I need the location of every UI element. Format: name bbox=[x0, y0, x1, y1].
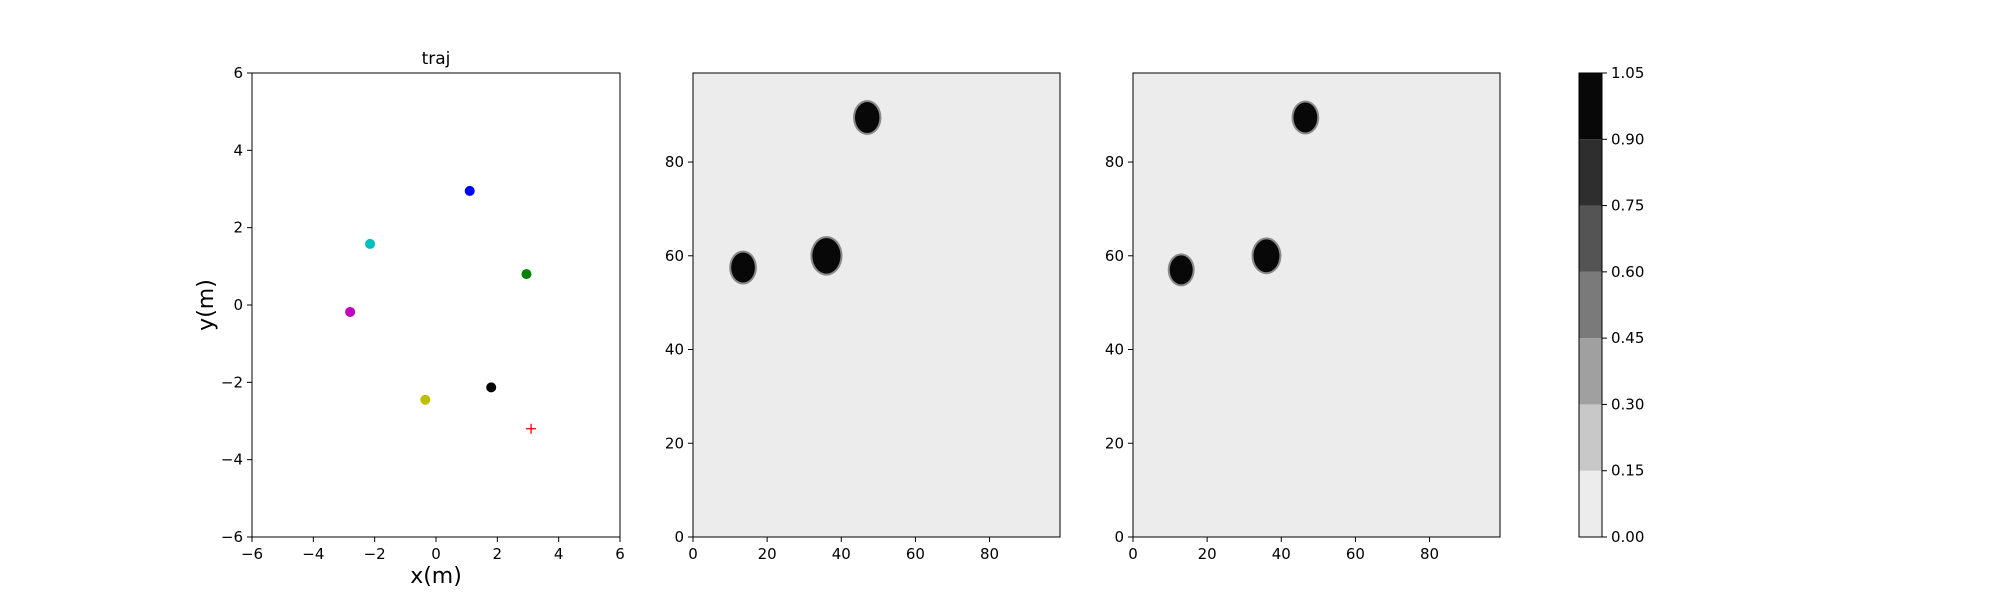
colorbar-band bbox=[1579, 139, 1602, 206]
heatmap-panel-2: 0 20 40 60 80 0 20 40 60 80 bbox=[1105, 72, 1501, 563]
colorbar-frame bbox=[1578, 72, 1603, 538]
x-tick-label: 40 bbox=[1272, 545, 1291, 563]
obstacle-blob bbox=[1167, 253, 1195, 287]
obstacle-blob bbox=[729, 250, 757, 285]
x-tick-label: 60 bbox=[1346, 545, 1365, 563]
y-tick-label: −4 bbox=[221, 451, 243, 469]
y-tick-label: 60 bbox=[665, 247, 684, 265]
traj-panel: traj −6 −4 −2 0 2 4 6 −6 −4 −2 0 2 4 6 x(m) y(m) bbox=[194, 49, 625, 589]
y-tick-label: 80 bbox=[665, 153, 684, 171]
colorbar-band bbox=[1579, 404, 1602, 471]
agent-point bbox=[365, 238, 376, 249]
x-tick-label: 4 bbox=[554, 545, 564, 563]
traj-title: traj bbox=[422, 49, 451, 69]
colorbar-tick-label: 0.45 bbox=[1611, 329, 1644, 347]
x-tick-label: 80 bbox=[1420, 545, 1439, 563]
heatmap-2-frame bbox=[1132, 72, 1501, 538]
x-tick-label: 0 bbox=[431, 545, 441, 563]
y-tick-label: 20 bbox=[665, 434, 684, 452]
colorbar-band bbox=[1579, 338, 1602, 405]
y-tick-label: 2 bbox=[233, 219, 243, 237]
agent-point bbox=[464, 185, 475, 196]
colorbar-tick-label: 0.15 bbox=[1611, 462, 1644, 480]
x-tick-label: 20 bbox=[758, 545, 777, 563]
colorbar-band bbox=[1579, 271, 1602, 339]
x-tick-label: 60 bbox=[906, 545, 925, 563]
traj-ylabel: y(m) bbox=[194, 279, 219, 331]
traj-y-ticks: −6 −4 −2 0 2 4 6 bbox=[221, 64, 252, 546]
heatmap-1-frame bbox=[692, 72, 1061, 538]
heatmap-2-x-ticks: 0 20 40 60 80 bbox=[1128, 537, 1439, 563]
colorbar-ticks: 0.00 0.15 0.30 0.45 0.60 0.75 0.90 1.05 bbox=[1602, 64, 1644, 546]
x-tick-label: 6 bbox=[615, 545, 625, 563]
heatmap-1-blobs bbox=[729, 100, 882, 285]
goal-marker bbox=[526, 423, 537, 434]
y-tick-label: 40 bbox=[1105, 341, 1124, 359]
x-tick-label: −4 bbox=[302, 545, 324, 563]
obstacle-blob bbox=[852, 100, 882, 135]
y-tick-label: 4 bbox=[233, 141, 243, 159]
traj-xlabel: x(m) bbox=[410, 564, 462, 589]
x-tick-label: −6 bbox=[241, 545, 263, 563]
x-tick-label: 2 bbox=[493, 545, 503, 563]
x-tick-label: −2 bbox=[364, 545, 386, 563]
y-tick-label: −2 bbox=[221, 373, 243, 391]
agent-point bbox=[521, 269, 532, 280]
x-tick-label: 40 bbox=[832, 545, 851, 563]
x-tick-label: 80 bbox=[980, 545, 999, 563]
colorbar-tick-label: 0.75 bbox=[1611, 197, 1644, 215]
heatmap-2-blobs bbox=[1167, 100, 1320, 287]
agent-point bbox=[486, 382, 497, 393]
traj-plot-area bbox=[251, 72, 621, 538]
y-tick-label: 40 bbox=[665, 341, 684, 359]
colorbar-bands bbox=[1579, 73, 1602, 537]
agent-point bbox=[345, 306, 356, 317]
colorbar-band bbox=[1579, 205, 1602, 272]
x-tick-label: 0 bbox=[688, 545, 698, 563]
y-tick-label: 6 bbox=[233, 64, 243, 82]
obstacle-blob bbox=[1251, 237, 1282, 275]
y-tick-label: 0 bbox=[233, 296, 243, 314]
heatmap-1-background bbox=[693, 73, 1060, 537]
colorbar-band bbox=[1579, 73, 1602, 140]
y-tick-label: 60 bbox=[1105, 247, 1124, 265]
traj-points bbox=[345, 185, 537, 434]
y-tick-label: 0 bbox=[674, 528, 684, 546]
colorbar-tick-label: 0.30 bbox=[1611, 395, 1644, 413]
y-tick-label: 80 bbox=[1105, 153, 1124, 171]
colorbar-tick-label: 0.90 bbox=[1611, 130, 1644, 148]
y-tick-label: 0 bbox=[1114, 528, 1124, 546]
heatmap-1-x-ticks: 0 20 40 60 80 bbox=[688, 537, 999, 563]
traj-x-ticks: −6 −4 −2 0 2 4 6 bbox=[241, 537, 625, 563]
colorbar-tick-label: 0.00 bbox=[1611, 528, 1644, 546]
colorbar-band bbox=[1579, 470, 1602, 537]
obstacle-blob bbox=[1291, 100, 1320, 135]
y-tick-label: 20 bbox=[1105, 434, 1124, 452]
x-tick-label: 20 bbox=[1198, 545, 1217, 563]
heatmap-2-y-ticks: 0 20 40 60 80 bbox=[1105, 153, 1133, 546]
heatmap-panel-1: 0 20 40 60 80 0 20 40 60 80 bbox=[665, 72, 1061, 563]
y-tick-label: −6 bbox=[221, 528, 243, 546]
colorbar: 0.00 0.15 0.30 0.45 0.60 0.75 0.90 1.05 bbox=[1578, 64, 1644, 546]
colorbar-tick-label: 1.05 bbox=[1611, 64, 1644, 82]
x-tick-label: 0 bbox=[1128, 545, 1138, 563]
agent-point bbox=[420, 394, 431, 405]
heatmap-1-y-ticks: 0 20 40 60 80 bbox=[665, 153, 693, 546]
obstacle-blob bbox=[810, 235, 843, 276]
heatmap-2-background bbox=[1133, 73, 1500, 537]
colorbar-tick-label: 0.60 bbox=[1611, 263, 1644, 281]
